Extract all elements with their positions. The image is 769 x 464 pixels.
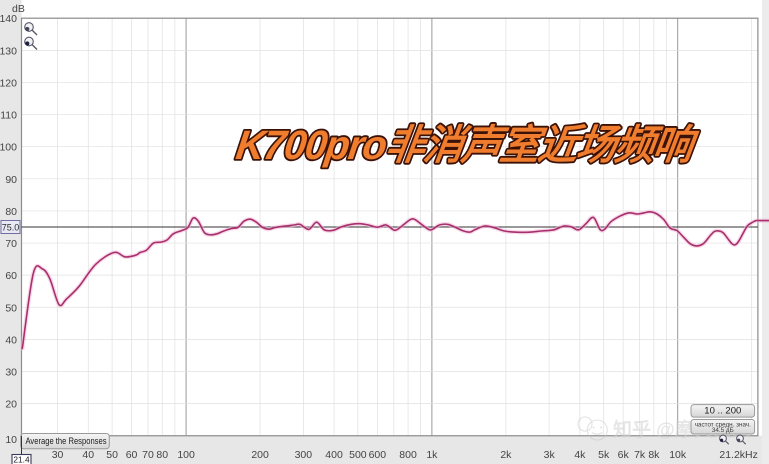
svg-text:K700pro非消声室近场频响: K700pro非消声室近场频响	[233, 122, 701, 168]
svg-text:600: 600	[369, 449, 387, 461]
svg-text:30: 30	[5, 367, 17, 379]
svg-text:5k: 5k	[598, 449, 610, 461]
svg-text:400: 400	[325, 449, 343, 461]
svg-text:Average the Responses: Average the Responses	[26, 436, 108, 446]
svg-text:100: 100	[177, 449, 195, 461]
svg-text:70: 70	[5, 238, 17, 250]
svg-text:60: 60	[126, 449, 138, 461]
svg-text:6k: 6k	[618, 449, 630, 461]
svg-text:500: 500	[349, 449, 367, 461]
svg-text:80: 80	[156, 449, 168, 461]
svg-text:120: 120	[0, 77, 17, 89]
svg-text:90: 90	[5, 174, 17, 186]
svg-text:21.4: 21.4	[13, 455, 30, 464]
svg-text:75.0: 75.0	[2, 222, 20, 232]
svg-text:70: 70	[142, 449, 154, 461]
svg-text:dB: dB	[12, 3, 25, 15]
svg-text:21.2kHz: 21.2kHz	[719, 449, 758, 461]
svg-text:2k: 2k	[500, 449, 512, 461]
svg-text:110: 110	[0, 110, 17, 122]
svg-text:40: 40	[82, 449, 94, 461]
svg-text:10k: 10k	[669, 449, 687, 461]
svg-text:8k: 8k	[648, 449, 660, 461]
svg-text:50: 50	[106, 449, 118, 461]
svg-text:130: 130	[0, 45, 17, 57]
svg-text:200: 200	[251, 449, 269, 461]
svg-text:7k: 7k	[634, 449, 646, 461]
svg-text:4k: 4k	[574, 449, 586, 461]
svg-text:34.5 дБ: 34.5 дБ	[712, 427, 734, 434]
svg-text:10: 10	[5, 434, 17, 446]
svg-text:10 .. 200: 10 .. 200	[704, 406, 741, 417]
svg-text:300: 300	[295, 449, 313, 461]
svg-text:40: 40	[5, 334, 17, 346]
svg-text:100: 100	[0, 142, 17, 154]
svg-text:1k: 1k	[426, 449, 438, 461]
svg-text:3k: 3k	[544, 449, 556, 461]
svg-text:30: 30	[52, 449, 64, 461]
svg-text:20: 20	[5, 399, 17, 411]
svg-text:50: 50	[5, 302, 17, 314]
svg-text:140: 140	[0, 13, 17, 25]
svg-text:80: 80	[5, 206, 17, 218]
svg-text:60: 60	[5, 270, 17, 282]
svg-text:800: 800	[399, 449, 417, 461]
